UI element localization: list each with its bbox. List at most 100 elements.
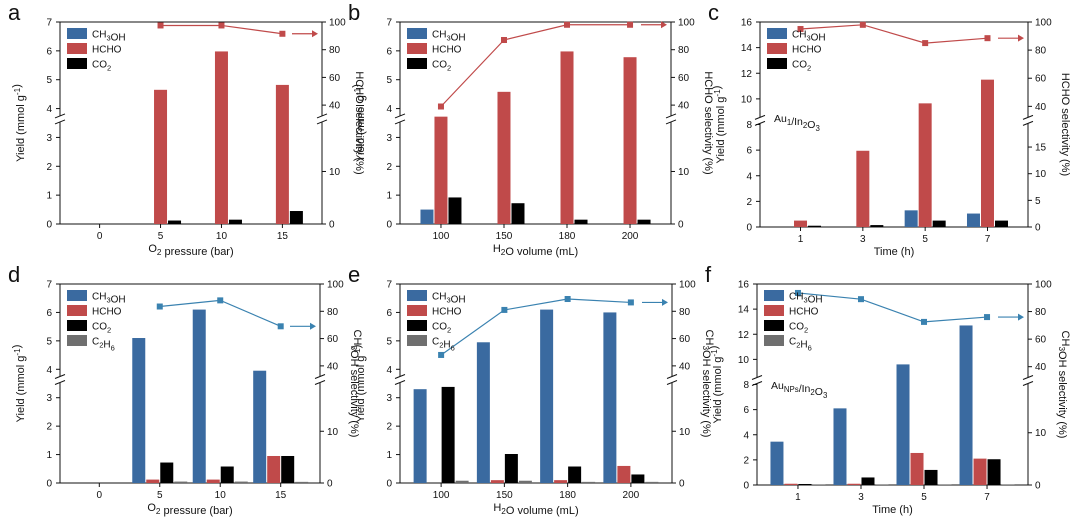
selectivity-point (922, 40, 929, 47)
bar-C2H6-180 (582, 481, 596, 483)
plot-frame (59, 283, 321, 484)
y-tick-label: 0 (46, 479, 52, 490)
bar-HCHO-7 (980, 79, 994, 227)
axis-break-gap (1023, 377, 1033, 384)
y-tick-label: 3 (46, 393, 52, 404)
x-axis-label: H2O volume (mL) (493, 502, 578, 517)
y-tick-label: 4 (46, 365, 52, 376)
panel-label-a: a (8, 0, 21, 25)
axis-break-mark (54, 380, 66, 385)
y2-tick-label: 40 (329, 101, 341, 112)
bar-CH3OH-5 (896, 364, 910, 485)
y2-tick-label: 80 (679, 307, 691, 318)
panel-label-e: e (348, 262, 360, 287)
bar-CO2-100 (448, 197, 462, 224)
bar-HCHO-3 (856, 150, 870, 227)
legend-swatch-CH3OH (407, 28, 427, 39)
y-tick-label: 10 (738, 355, 750, 366)
bar-HCHO-5 (910, 452, 924, 485)
panel-label-f: f (705, 262, 712, 287)
y-tick-label: 3 (386, 393, 392, 404)
selectivity-point (437, 103, 444, 110)
axis-arrow-head (1018, 34, 1024, 42)
x-tick-label: 7 (984, 492, 990, 503)
y2-tick-label: 60 (329, 73, 341, 84)
y2-axis-label: CH3OH selectivity (%) (348, 330, 363, 438)
y2-tick-label: 5 (1035, 196, 1041, 207)
bar-CO2-10 (228, 219, 242, 224)
y2-tick-label: 100 (679, 280, 696, 291)
selectivity-point (627, 299, 634, 306)
axis-break-mark (316, 113, 328, 119)
selectivity-line (440, 298, 631, 356)
bar-CO2-200 (637, 219, 651, 224)
legend-label-CH3OH: CH3OH (92, 30, 126, 44)
legend-label-HCHO: HCHO (432, 307, 462, 318)
selectivity-point (564, 21, 571, 28)
y2-tick-label: 80 (329, 45, 341, 56)
axis-break-gap (752, 377, 762, 384)
legend-swatch-HCHO (407, 43, 427, 54)
bar-CO2-1 (808, 225, 822, 227)
legend-label-CH3OH: CH3OH (92, 292, 126, 306)
y-tick-label: 1 (46, 450, 52, 461)
legend-label-HCHO: HCHO (792, 45, 822, 56)
bar-C2H6-200 (645, 481, 659, 483)
legend-label-CO2: CO2 (432, 60, 451, 73)
selectivity-point (157, 22, 164, 29)
y2-tick-label: 80 (327, 307, 339, 318)
axis-break-gap (1023, 117, 1033, 124)
y-tick-label: 2 (46, 422, 52, 433)
axis-break-mark (394, 113, 406, 119)
y2-tick-label: 10 (678, 167, 690, 178)
x-tick-label: 5 (922, 234, 928, 245)
y2-axis-label: CH3OH selectivity (%) (1056, 331, 1071, 439)
y-tick-label: 12 (741, 69, 753, 80)
y-tick-label: 8 (746, 120, 752, 131)
bar-CO2-10 (220, 466, 234, 483)
bar-CO2-150 (504, 454, 518, 483)
y-tick-label: 6 (46, 46, 52, 57)
axis-break-mark (316, 119, 328, 125)
axis-arrow-head (661, 21, 667, 29)
y-axis-label: Yield (mmol g-1) (708, 346, 724, 424)
bar-CH3OH-180 (540, 309, 554, 483)
selectivity-point (984, 35, 991, 42)
panel-e: e 0 1 2 3 4 5 6 7 100 150 180 200 40 60 80 100 0 10 CH3OHHC… (348, 262, 715, 517)
bar-CH3OH-10 (192, 309, 206, 483)
x-tick-label: 0 (97, 231, 103, 242)
legend-swatch-CH3OH (67, 28, 87, 39)
axis-break-mark (751, 381, 763, 386)
legend-swatch-HCHO (67, 305, 87, 316)
selectivity-point (984, 314, 991, 321)
selectivity-point (859, 21, 866, 28)
legend-swatch-C2H6 (407, 335, 427, 346)
bar-CO2-7 (994, 220, 1008, 227)
y2-tick-label: 60 (1035, 74, 1047, 85)
selectivity-point (921, 318, 928, 325)
selectivity-point (279, 30, 286, 37)
bar-CH3OH-100 (420, 209, 434, 224)
x-tick-label: 1 (795, 492, 801, 503)
bar-HCHO-5 (154, 89, 168, 224)
y2-tick-label: 0 (1035, 223, 1041, 234)
y-tick-label: 3 (46, 133, 52, 144)
legend-label-CH3OH: CH3OH (432, 30, 466, 44)
y-tick-label: 4 (386, 104, 392, 115)
axis-break-mark (754, 120, 766, 126)
x-tick-label: 3 (858, 492, 864, 503)
bar-HCHO-5 (146, 479, 160, 483)
bar-CO2-180 (574, 219, 588, 224)
bar-CO2-150 (511, 203, 525, 224)
x-axis-label: H2O volume (mL) (493, 243, 578, 258)
bar-C2H6-5 (174, 481, 188, 483)
y-tick-label: 2 (386, 422, 392, 433)
bar-HCHO-15 (267, 455, 281, 483)
axis-arrow-head (312, 30, 318, 38)
y2-tick-label: 80 (678, 45, 690, 56)
y-tick-label: 7 (386, 280, 392, 291)
bar-CH3OH-200 (603, 312, 617, 483)
x-tick-label: 10 (216, 231, 228, 242)
